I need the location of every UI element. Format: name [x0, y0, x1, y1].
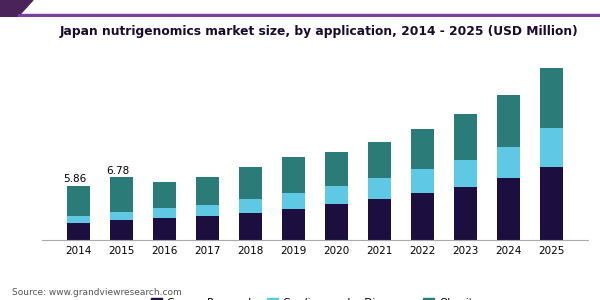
- Polygon shape: [0, 0, 33, 16]
- Bar: [239, 213, 262, 240]
- Bar: [410, 129, 434, 169]
- FancyBboxPatch shape: [18, 14, 600, 16]
- Text: 5.86: 5.86: [64, 174, 87, 184]
- Bar: [67, 216, 91, 223]
- Bar: [67, 223, 91, 240]
- Bar: [196, 205, 220, 216]
- Bar: [539, 68, 563, 128]
- Bar: [454, 160, 477, 187]
- Bar: [454, 187, 477, 240]
- Bar: [153, 218, 176, 240]
- Bar: [325, 204, 349, 240]
- Bar: [497, 178, 520, 240]
- Bar: [325, 152, 349, 186]
- Bar: [110, 177, 133, 212]
- Bar: [281, 157, 305, 193]
- Bar: [281, 209, 305, 240]
- Bar: [281, 193, 305, 209]
- Bar: [110, 220, 133, 240]
- Bar: [368, 178, 391, 199]
- Bar: [153, 182, 176, 208]
- Bar: [239, 167, 262, 199]
- Text: Japan nutrigenomics market size, by application, 2014 - 2025 (USD Million): Japan nutrigenomics market size, by appl…: [60, 25, 578, 38]
- Bar: [196, 177, 220, 205]
- Bar: [410, 169, 434, 193]
- Legend: Cancer Research, Cardiovascular Diseases, Obesity: Cancer Research, Cardiovascular Diseases…: [147, 294, 483, 300]
- Bar: [196, 216, 220, 240]
- Bar: [325, 186, 349, 204]
- Bar: [368, 199, 391, 240]
- Bar: [110, 212, 133, 220]
- Bar: [368, 142, 391, 178]
- Bar: [410, 193, 434, 240]
- Bar: [497, 95, 520, 146]
- Bar: [67, 185, 91, 216]
- Bar: [539, 167, 563, 240]
- Text: 6.78: 6.78: [107, 166, 130, 176]
- Text: Source: www.grandviewresearch.com: Source: www.grandviewresearch.com: [12, 288, 182, 297]
- Bar: [454, 113, 477, 160]
- Bar: [497, 146, 520, 178]
- Bar: [153, 208, 176, 218]
- Bar: [239, 199, 262, 213]
- Bar: [539, 128, 563, 167]
